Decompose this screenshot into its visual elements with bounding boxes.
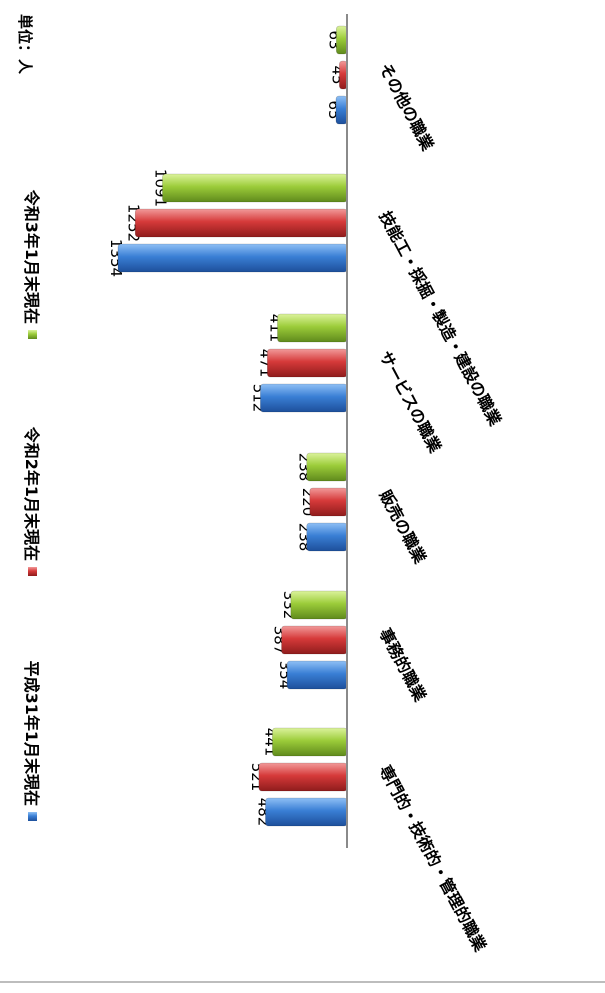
category-label-1: 事務的職業 (375, 625, 430, 705)
bar-5-2 (336, 25, 348, 55)
bar-2-0 (306, 522, 348, 552)
unit-label: 単位：人 (16, 14, 34, 75)
bar-2-2 (306, 452, 348, 482)
bars (117, 25, 348, 827)
bottom-rule (0, 981, 605, 983)
bar-1-2 (290, 590, 348, 620)
bar-1-0 (286, 660, 348, 690)
bar-3-0 (260, 383, 348, 413)
legend-label-1: 令和2年1月末現在 (22, 426, 41, 561)
bar-5-0 (335, 95, 348, 125)
bar-4-0 (117, 243, 348, 273)
legend-swatch-2 (28, 330, 37, 339)
bar-2-1 (309, 487, 348, 517)
legend-swatch-0 (28, 812, 37, 821)
bar-3-1 (267, 348, 348, 378)
bar-5-1 (339, 60, 348, 90)
category-label-3: サービスの職業 (375, 348, 445, 457)
bar-0-0 (265, 797, 348, 827)
value-labels: 4825214413543873322382202385124714111354… (107, 30, 346, 826)
category-label-4: 技能工・採掘・製造・建設の職業 (375, 208, 505, 430)
bar-4-1 (134, 208, 348, 238)
legend-label-2: 令和3年1月末現在 (22, 189, 41, 324)
category-label-0: 専門的・技術的・管理的職業 (375, 762, 490, 955)
category-label-5: その他の職業 (375, 60, 437, 155)
bar-1-1 (281, 625, 348, 655)
bar-0-1 (258, 762, 348, 792)
bar-0-2 (272, 727, 348, 757)
category-label-2: 販売の職業 (375, 487, 430, 567)
bar-4-2 (162, 173, 348, 203)
legend-swatch-1 (28, 567, 37, 576)
legend-label-0: 平成31年1月末現在 (22, 661, 41, 806)
category-labels: 専門的・技術的・管理的職業 事務的職業 販売の職業 サービスの職業技能工・採掘・製造・… (375, 60, 505, 955)
bar-3-2 (277, 313, 348, 343)
